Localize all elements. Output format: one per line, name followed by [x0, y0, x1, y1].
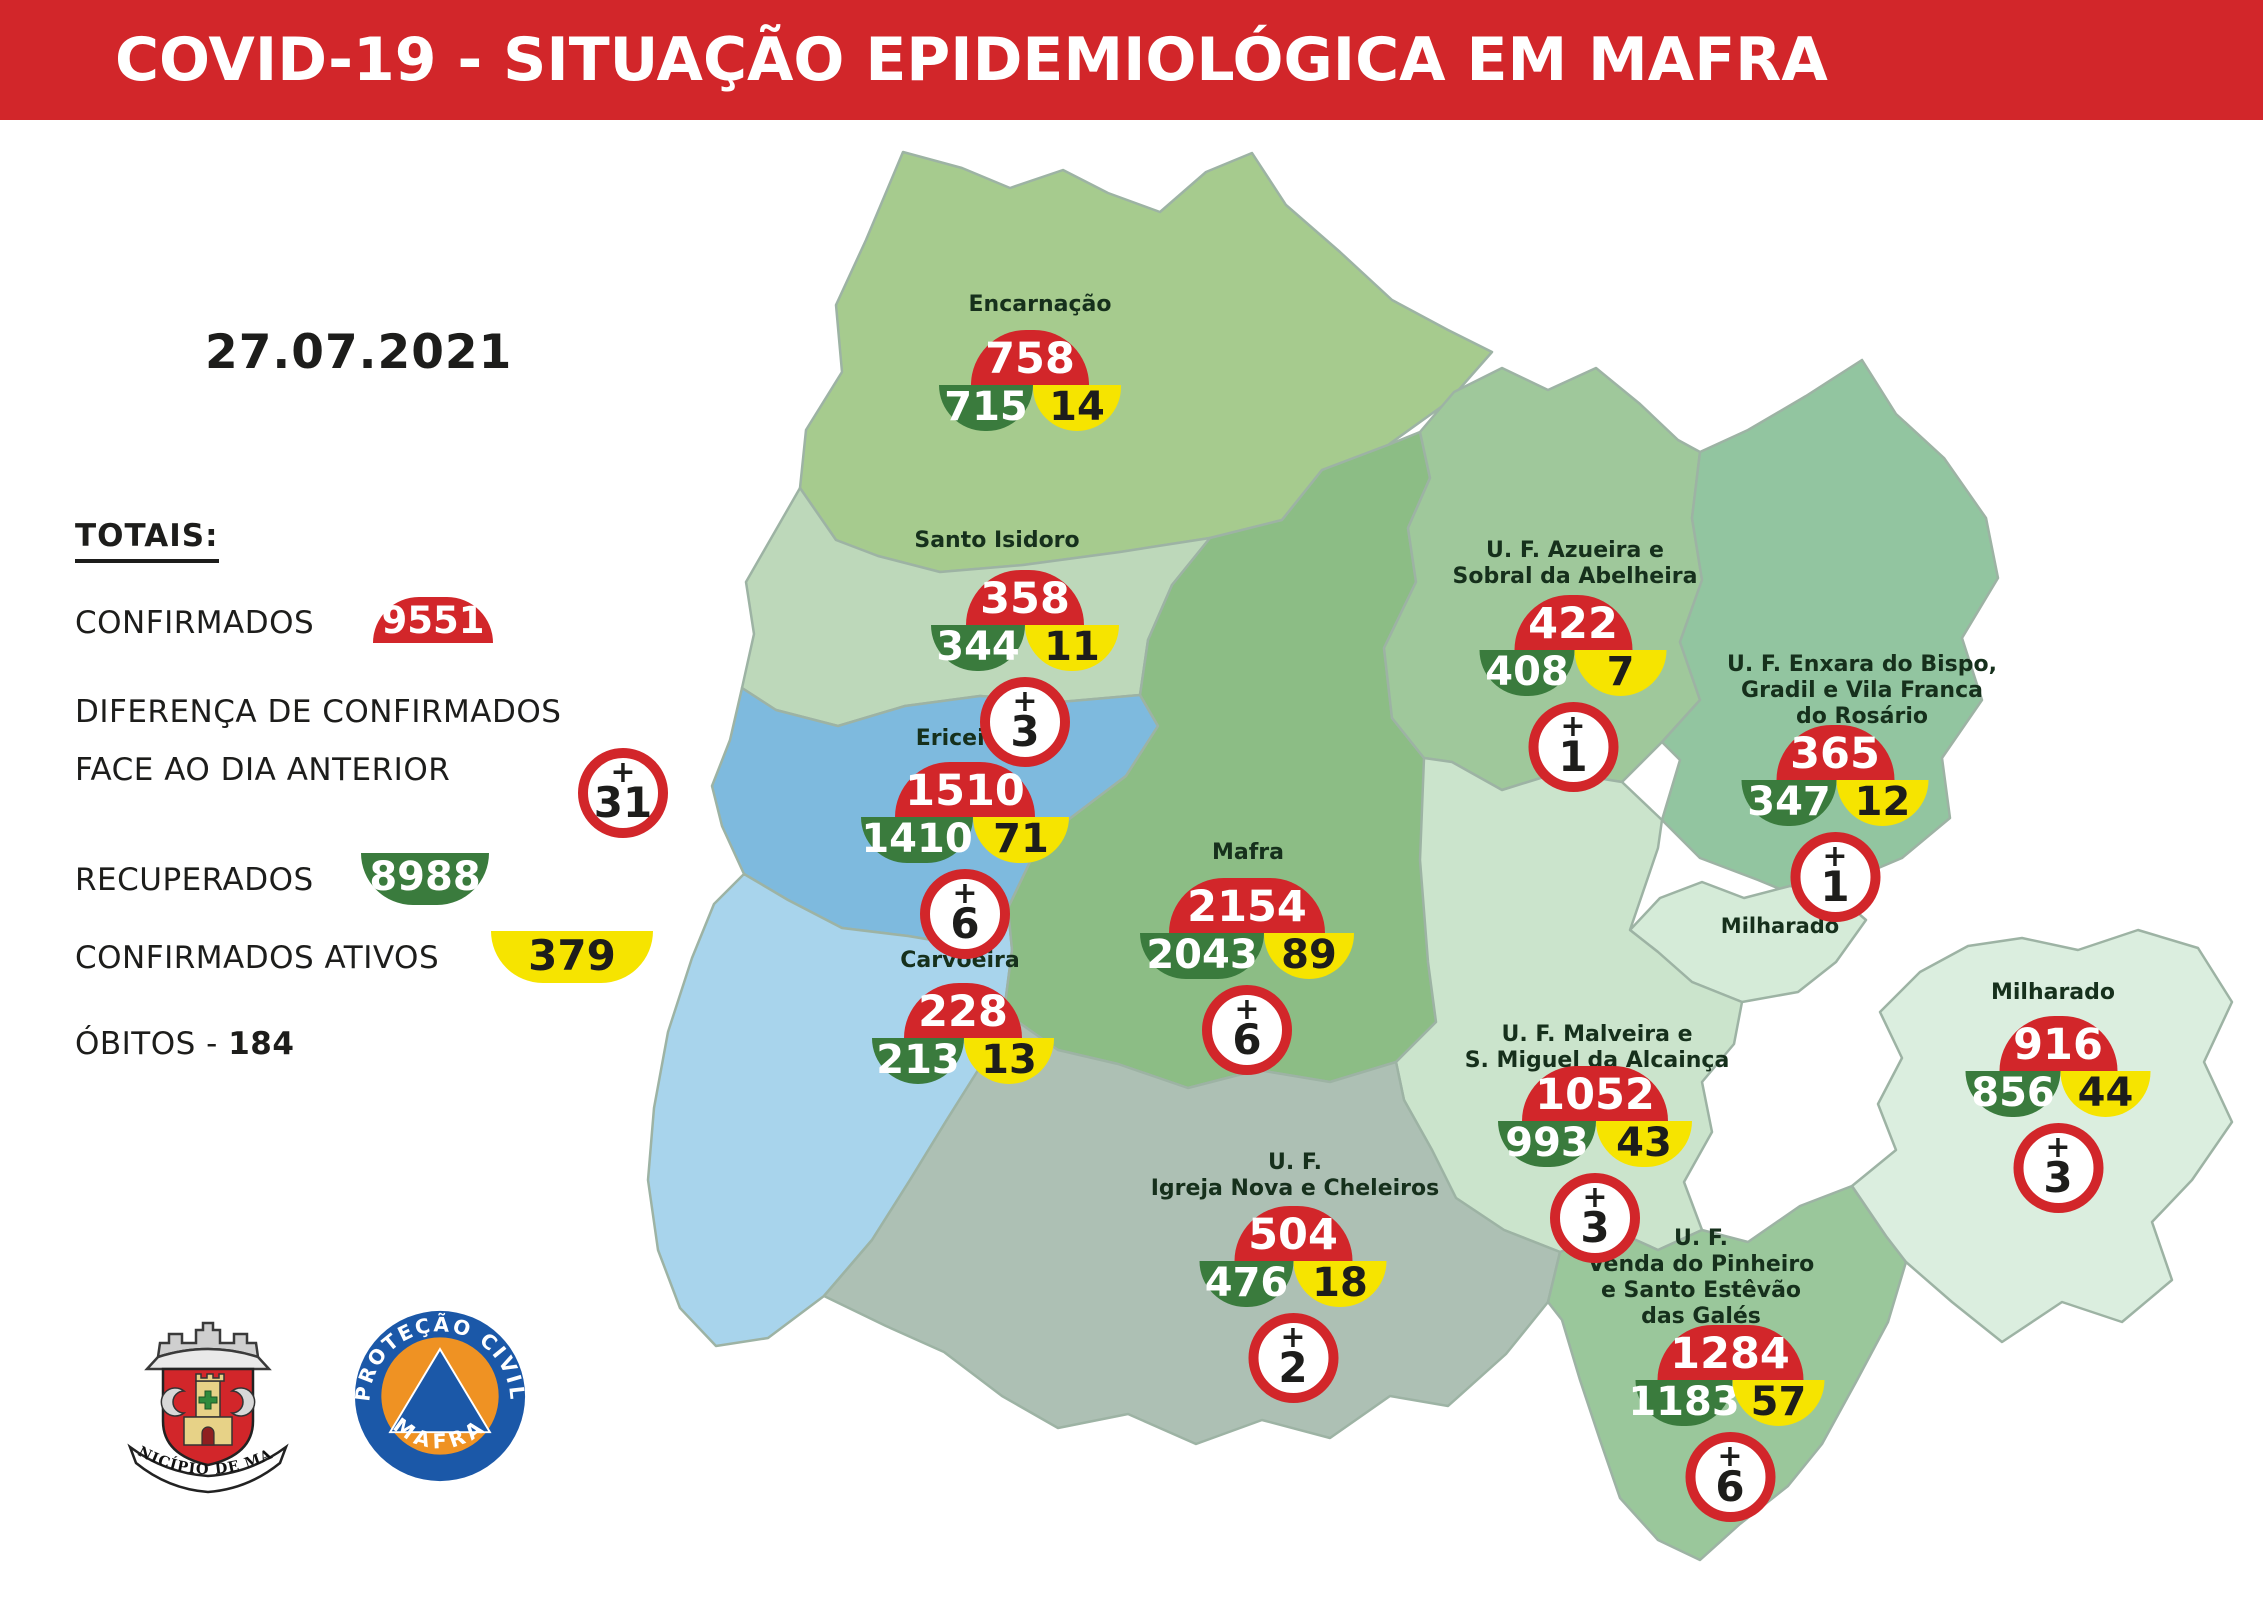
confirmed-dome: 228: [904, 983, 1022, 1038]
delta-circle: +6: [1685, 1432, 1775, 1522]
confirmed-label: CONFIRMADOS: [75, 605, 315, 641]
confirmed-dome: 1052: [1522, 1066, 1668, 1121]
region-badge-mafra: 2154 2043 89 +6: [1140, 878, 1354, 1075]
delta-circle: +6: [1202, 985, 1292, 1075]
recovered-bowl: 344: [931, 625, 1025, 671]
region-label-santo-isidoro: Santo Isidoro: [914, 528, 1080, 553]
active-bowl: 44: [2060, 1071, 2151, 1117]
confirmed-total-value: 9551: [381, 599, 485, 642]
region-shape-igreja-nova: [822, 1010, 1562, 1446]
region-badge-malveira: 1052 993 43 +3: [1498, 1066, 1692, 1263]
diff-total-value: 31: [593, 777, 653, 827]
recovered-bowl: 213: [872, 1038, 964, 1084]
active-bowl: 89: [1264, 933, 1354, 979]
deaths-value: 184: [228, 1026, 295, 1062]
delta-circle: +3: [2013, 1123, 2103, 1213]
region-badge-ericeira: 1510 1410 71 +6: [861, 762, 1069, 959]
region-label-milharado: Milharado: [1990, 980, 2116, 1005]
recovered-label: RECUPERADOS: [75, 862, 314, 898]
region-shape-enxara: [1660, 358, 2000, 900]
active-total-badge: 379: [491, 931, 653, 983]
confirmed-dome: 916: [1999, 1016, 2117, 1071]
diff-label-line2: FACE AO DIA ANTERIOR: [75, 752, 451, 788]
delta-circle: +6: [920, 869, 1010, 959]
active-label: CONFIRMADOS ATIVOS: [75, 940, 440, 976]
confirmed-dome: 2154: [1169, 878, 1325, 933]
region-badge-igreja-nova: 504 476 18 +2: [1199, 1206, 1387, 1403]
protecao-civil-mafra-logo-icon: PROTEÇÃO CIVIL MAFRA: [352, 1310, 527, 1482]
recovered-total-value: 8988: [369, 854, 481, 900]
region-label-encarnacao: Encarnação: [968, 292, 1112, 317]
region-label-malveira: U. F. Malveira e S. Miguel da Alcainça: [1464, 1022, 1730, 1073]
confirmed-dome: 365: [1776, 725, 1894, 780]
recovered-bowl: 1183: [1628, 1379, 1740, 1426]
recovered-bowl: 856: [1965, 1071, 2061, 1117]
confirmed-dome: 422: [1514, 595, 1632, 650]
region-badge-azueira: 422 408 7 +1: [1479, 595, 1667, 792]
page-title: COVID-19 - SITUAÇÃO EPIDEMIOLÓGICA EM MA…: [115, 25, 1828, 95]
active-bowl: 11: [1025, 625, 1119, 671]
confirmed-dome: 358: [966, 570, 1084, 625]
active-bowl: 71: [973, 817, 1069, 863]
delta-circle: +1: [1528, 702, 1618, 792]
confirmed-dome: 758: [971, 330, 1089, 385]
plus-sign: +: [610, 755, 636, 791]
recovered-bowl: 347: [1741, 780, 1837, 826]
active-bowl: 7: [1574, 650, 1667, 696]
totals-heading: TOTAIS:: [75, 518, 219, 563]
active-total-value: 379: [528, 931, 616, 980]
region-badge-carvoeira: 228 213 13: [872, 983, 1054, 1084]
deaths-label: ÓBITOS -: [75, 1026, 218, 1062]
header-band: COVID-19 - SITUAÇÃO EPIDEMIOLÓGICA EM MA…: [0, 0, 2263, 120]
recovered-bowl: 2043: [1140, 933, 1264, 979]
active-bowl: 18: [1293, 1261, 1387, 1307]
diff-label-line1: DIFERENÇA DE CONFIRMADOS: [75, 694, 562, 730]
confirmed-dome: 504: [1234, 1206, 1352, 1261]
active-bowl: 13: [964, 1038, 1054, 1084]
recovered-total-badge: 8988: [361, 853, 489, 905]
diff-total-circle: + 31: [578, 748, 668, 838]
report-date: 27.07.2021: [205, 325, 513, 380]
region-label-igreja-nova: U. F. Igreja Nova e Cheleiros: [1150, 1150, 1440, 1201]
confirmed-dome: 1510: [895, 762, 1035, 817]
region-badge-venda: 1284 1183 57 +6: [1628, 1325, 1825, 1522]
confirmed-total-badge: 9551: [373, 597, 493, 643]
active-bowl: 14: [1033, 385, 1121, 431]
recovered-bowl: 715: [939, 385, 1033, 431]
delta-circle: +2: [1248, 1313, 1338, 1403]
region-label-venda: U. F. Venda do Pinheiro e Santo Estêvão da…: [1587, 1226, 1815, 1329]
recovered-bowl: 408: [1479, 650, 1575, 696]
region-badge-encarnacao: 758 715 14: [939, 330, 1121, 431]
recovered-bowl: 1410: [861, 816, 973, 863]
delta-circle: +1: [1790, 832, 1880, 922]
delta-circle: +3: [980, 677, 1070, 767]
delta-circle: +3: [1550, 1173, 1640, 1263]
active-bowl: 57: [1732, 1380, 1825, 1426]
region-label-enxara: U. F. Enxara do Bispo, Gradil e Vila Fran…: [1727, 652, 1997, 729]
active-bowl: 43: [1596, 1121, 1692, 1167]
deaths-row: ÓBITOS - 184: [75, 1026, 294, 1062]
region-badge-enxara: 365 347 12 +1: [1741, 725, 1929, 922]
active-bowl: 12: [1836, 780, 1929, 826]
region-badge-santo-isidoro: 358 344 11 +3: [931, 570, 1119, 767]
confirmed-dome: 1284: [1657, 1325, 1803, 1380]
recovered-bowl: 993: [1498, 1121, 1596, 1167]
region-label-mafra: Mafra: [1211, 840, 1285, 865]
region-label-azueira: U. F. Azueira e Sobral da Abelheira: [1452, 538, 1698, 589]
municipio-de-mafra-crest-icon: MUNICÍPIO DE MAFRA: [100, 1295, 289, 1494]
region-badge-milharado: 916 856 44 +3: [1965, 1016, 2151, 1213]
recovered-bowl: 476: [1199, 1261, 1294, 1307]
